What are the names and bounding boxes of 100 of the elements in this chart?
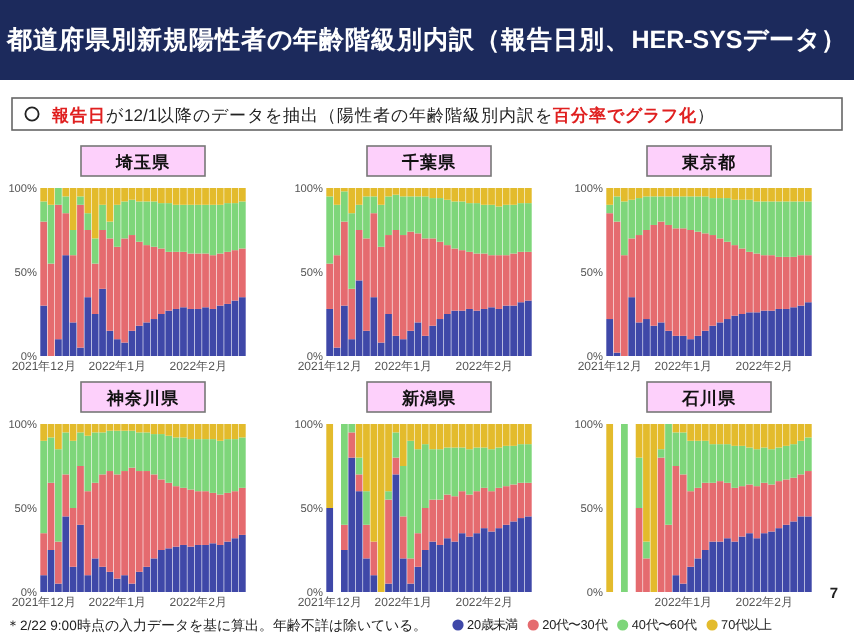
- bar: [466, 308, 473, 356]
- bar: [363, 188, 370, 197]
- bar: [106, 424, 114, 431]
- bar: [187, 439, 195, 490]
- bar: [113, 474, 121, 579]
- bar: [480, 447, 488, 488]
- bar: [202, 307, 209, 356]
- bar: [724, 241, 731, 320]
- bar: [488, 204, 495, 256]
- bar: [216, 253, 224, 306]
- bar: [473, 424, 481, 448]
- bar: [753, 486, 761, 539]
- bar: [628, 297, 636, 356]
- bar: [113, 578, 121, 592]
- bar: [716, 322, 724, 356]
- bar: [62, 255, 70, 356]
- bar: [804, 302, 812, 356]
- bar: [775, 201, 783, 257]
- bar: [238, 437, 246, 488]
- bar: [187, 308, 195, 356]
- bar: [782, 445, 790, 480]
- bar: [444, 199, 451, 246]
- bar: [40, 440, 48, 534]
- chart-title: 新潟県: [400, 387, 458, 408]
- bar: [488, 307, 495, 356]
- bar: [385, 499, 392, 584]
- bar: [480, 253, 488, 309]
- bar: [451, 424, 459, 448]
- bar: [753, 253, 761, 313]
- bar: [451, 496, 459, 542]
- bar: [657, 221, 665, 323]
- bar: [760, 447, 768, 483]
- bar: [158, 424, 165, 435]
- bar: [665, 424, 672, 525]
- bar: [687, 566, 694, 592]
- bar: [782, 256, 790, 309]
- bar: [180, 188, 187, 205]
- bar: [377, 204, 385, 247]
- bar: [180, 251, 187, 308]
- bar: [451, 447, 459, 497]
- bar: [158, 550, 165, 592]
- bar: [216, 204, 224, 254]
- bar: [724, 198, 731, 242]
- bar: [709, 424, 717, 445]
- bar: [143, 471, 151, 567]
- bar: [488, 188, 495, 205]
- bar: [790, 444, 797, 478]
- bar: [510, 204, 517, 254]
- bar: [202, 188, 209, 205]
- bar: [91, 432, 99, 483]
- bar: [768, 188, 775, 202]
- bar: [657, 188, 665, 197]
- bar: [187, 489, 195, 547]
- bar: [782, 308, 790, 356]
- bar: [480, 487, 488, 529]
- bar: [473, 253, 481, 311]
- bar: [216, 188, 224, 205]
- bar: [760, 482, 768, 534]
- bar: [480, 308, 488, 356]
- bar: [165, 251, 173, 311]
- bar: [687, 188, 694, 197]
- bar: [224, 303, 231, 356]
- bar: [746, 447, 753, 485]
- bar: [385, 491, 392, 500]
- bar: [84, 424, 92, 436]
- bar: [421, 188, 429, 197]
- bar: [524, 300, 532, 356]
- bar: [738, 188, 746, 200]
- bar: [326, 308, 334, 356]
- bar: [606, 319, 614, 356]
- bar: [731, 487, 739, 542]
- bar: [679, 335, 687, 356]
- bar: [84, 213, 92, 230]
- bar: [510, 188, 517, 205]
- bar: [724, 319, 731, 356]
- bar: [466, 188, 473, 204]
- bar: [216, 544, 224, 592]
- bar: [377, 188, 385, 205]
- bar: [194, 491, 202, 545]
- bar: [701, 196, 709, 234]
- bar: [510, 445, 517, 485]
- bar: [621, 424, 628, 592]
- bar: [187, 204, 195, 254]
- bar: [99, 566, 106, 592]
- bar: [224, 424, 231, 440]
- bar: [414, 322, 422, 356]
- bar: [768, 201, 775, 256]
- bar: [40, 305, 48, 356]
- bar: [466, 251, 473, 309]
- bar: [135, 201, 143, 242]
- bar: [187, 424, 195, 440]
- bar: [143, 201, 151, 246]
- bar: [510, 305, 517, 356]
- bar: [804, 516, 812, 592]
- bar: [746, 533, 753, 592]
- bar: [202, 491, 209, 545]
- bar: [429, 449, 437, 500]
- bar: [524, 482, 532, 517]
- bar: [385, 188, 392, 197]
- bar: [326, 508, 334, 592]
